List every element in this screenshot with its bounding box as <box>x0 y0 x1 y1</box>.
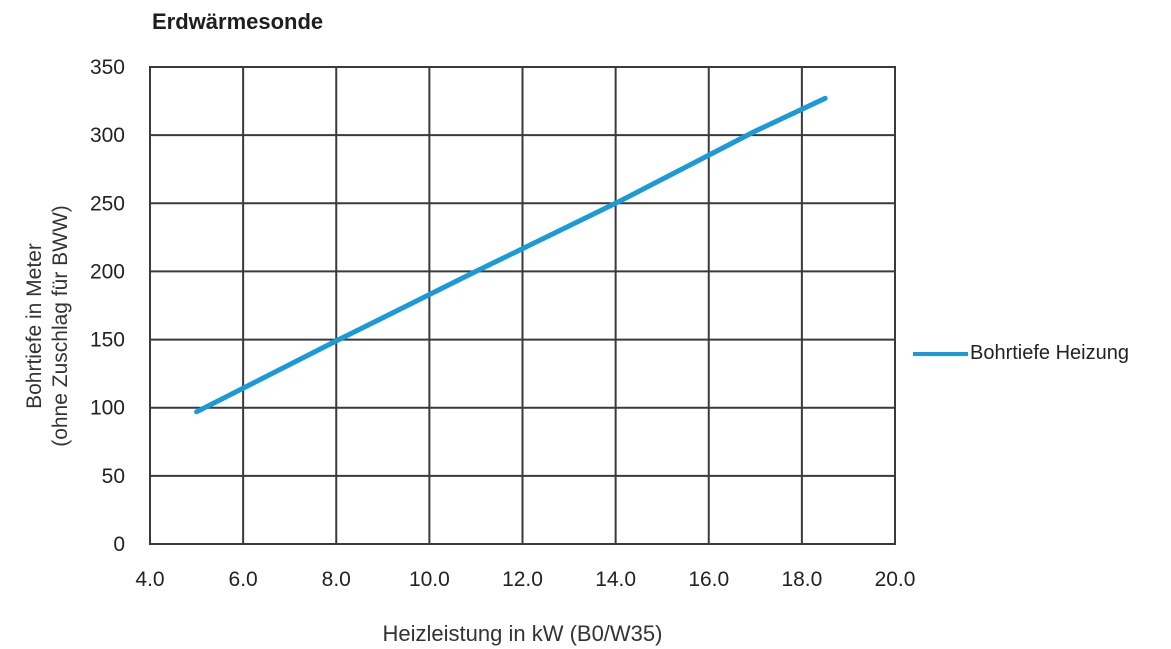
x-tick-label: 20.0 <box>875 568 916 591</box>
legend-label: Bohrtiefe Heizung <box>970 342 1129 365</box>
y-tick-label: 150 <box>90 329 125 352</box>
y-tick-label: 350 <box>90 56 125 79</box>
x-tick-label: 6.0 <box>229 568 258 591</box>
x-tick-label: 12.0 <box>502 568 543 591</box>
y-axis-label: Bohrtiefe in Meter (ohne Zuschlag für BW… <box>22 205 74 447</box>
x-tick-label: 10.0 <box>409 568 450 591</box>
y-tick-label: 300 <box>90 124 125 147</box>
y-axis-label-line2: (ohne Zuschlag für BWW) <box>48 205 74 447</box>
x-tick-label: 14.0 <box>595 568 636 591</box>
x-tick-label: 18.0 <box>781 568 822 591</box>
tick-labels: 4.0 6.0 8.0 10.0 12.0 14.0 16.0 18.0 20.0 0 50 100 1… <box>90 56 915 591</box>
x-axis-label: Heizleistung in kW (B0/W35) <box>150 621 895 647</box>
y-tick-label: 50 <box>102 465 125 488</box>
y-tick-label: 0 <box>113 533 125 556</box>
grid <box>150 67 895 544</box>
x-tick-label: 16.0 <box>688 568 729 591</box>
legend-swatch <box>913 352 968 356</box>
series-layer <box>197 98 826 412</box>
x-tick-label: 4.0 <box>135 568 164 591</box>
y-tick-label: 250 <box>90 192 125 215</box>
series-line <box>197 98 826 412</box>
legend: Bohrtiefe Heizung <box>913 342 1129 365</box>
y-axis-label-line1: Bohrtiefe in Meter <box>22 205 48 447</box>
y-tick-label: 100 <box>90 397 125 420</box>
y-tick-label: 200 <box>90 260 125 283</box>
chart-title: Erdwärmesonde <box>152 9 323 35</box>
x-tick-label: 8.0 <box>322 568 351 591</box>
